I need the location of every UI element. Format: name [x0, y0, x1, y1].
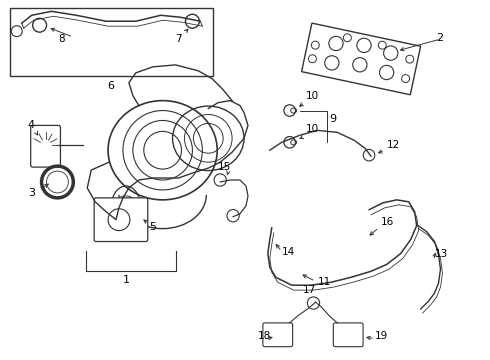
Text: 12: 12 — [387, 140, 400, 150]
Text: 6: 6 — [107, 81, 115, 91]
Text: 15: 15 — [218, 162, 231, 172]
Text: 4: 4 — [28, 120, 35, 130]
Text: 18: 18 — [258, 331, 271, 341]
FancyBboxPatch shape — [31, 125, 60, 167]
Text: 17: 17 — [303, 285, 316, 295]
Text: 1: 1 — [123, 275, 130, 285]
Text: 14: 14 — [282, 247, 295, 257]
FancyBboxPatch shape — [94, 198, 148, 242]
Text: 11: 11 — [318, 277, 331, 287]
Text: 16: 16 — [381, 217, 394, 227]
FancyBboxPatch shape — [333, 323, 363, 347]
Text: 8: 8 — [58, 34, 65, 44]
FancyBboxPatch shape — [263, 323, 293, 347]
Text: 9: 9 — [329, 114, 337, 125]
FancyBboxPatch shape — [10, 8, 213, 76]
Text: 2: 2 — [437, 33, 443, 43]
Text: 3: 3 — [28, 188, 35, 198]
Text: 5: 5 — [149, 222, 156, 231]
Text: 10: 10 — [306, 124, 318, 134]
Text: 19: 19 — [375, 331, 388, 341]
Text: 13: 13 — [435, 249, 448, 260]
Text: 7: 7 — [175, 34, 182, 44]
Text: 10: 10 — [306, 91, 318, 101]
